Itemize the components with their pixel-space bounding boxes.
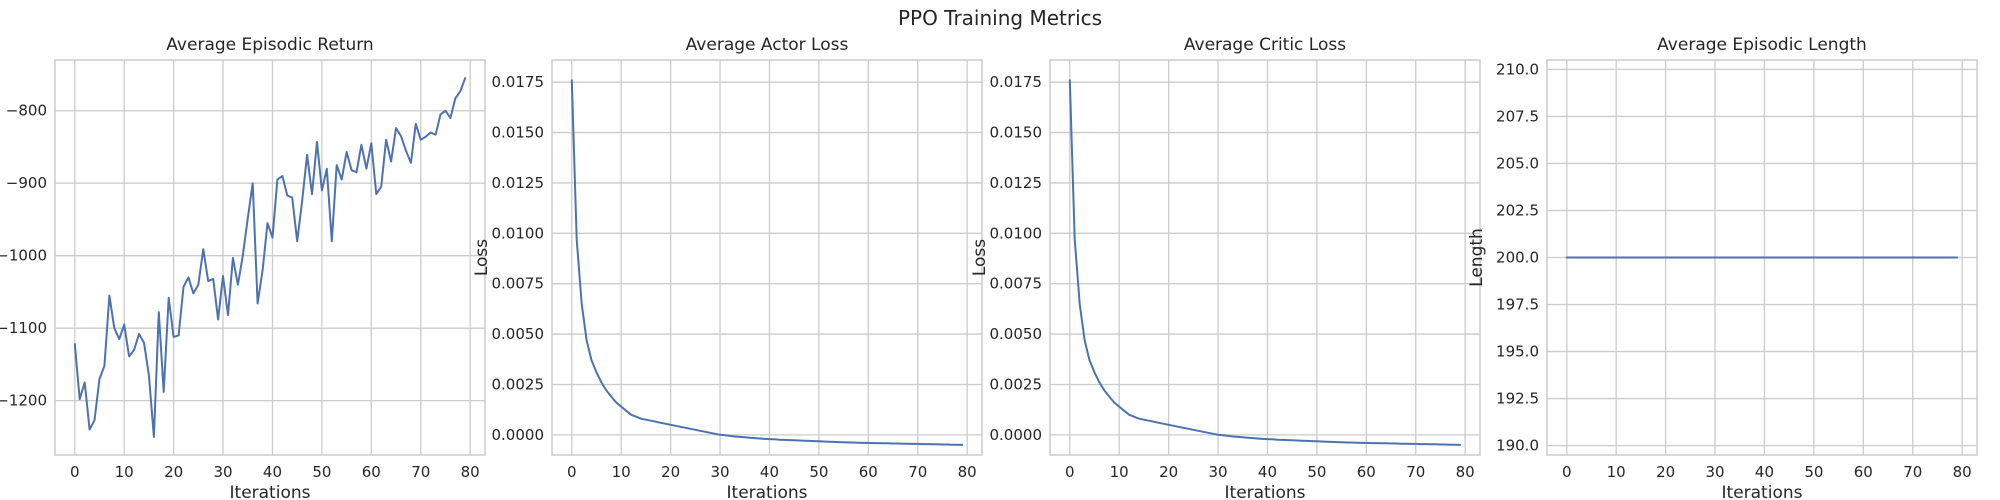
y-tick-label: −900 (6, 174, 47, 192)
y-tick-label: 202.5 (1496, 201, 1539, 219)
series-line (73, 77, 467, 438)
x-tick-label: 50 (1307, 463, 1326, 481)
x-tick-label: 30 (213, 463, 232, 481)
y-tick-label: 0.0000 (492, 426, 545, 444)
y-tick-label: 0.0100 (990, 224, 1043, 242)
x-tick-label: 30 (1208, 463, 1227, 481)
chart-panel-1: 0 10 20 30 40 50 60 70 80 −1200 −1100 −1000 −900 −800… (0, 35, 486, 500)
panel-title: Average Actor Loss (686, 35, 849, 55)
y-tick-label: 0.0175 (492, 73, 545, 91)
chart-panel-3: 0 10 20 30 40 50 60 70 80 0.0000 0.0025 0.0050 0.007… (970, 35, 1481, 500)
y-tick-label: 0.0150 (492, 124, 545, 142)
axes-frame (1546, 59, 1978, 456)
x-tick-label: 0 (567, 463, 577, 481)
x-tick-label: 20 (1159, 463, 1178, 481)
x-tick-label: 50 (1804, 463, 1823, 481)
axes-frame (1049, 59, 1481, 456)
x-tick-label: 70 (908, 463, 927, 481)
y-tick-label: 0.0075 (990, 275, 1043, 293)
x-tick-label: 0 (70, 463, 80, 481)
x-tick-label: 70 (1903, 463, 1922, 481)
x-tick-label: 80 (461, 463, 480, 481)
y-tick-label: 0.0050 (492, 325, 545, 343)
x-axis-label: Iterations (1225, 483, 1306, 500)
x-tick-label: 40 (1258, 463, 1277, 481)
x-tick-label: 10 (115, 463, 134, 481)
y-axis-label: Length (1467, 228, 1487, 287)
y-tick-label: −1200 (0, 392, 47, 410)
x-tick-label: 50 (809, 463, 828, 481)
y-tick-label: 200.0 (1496, 249, 1539, 267)
chart-panel-2: 0 10 20 30 40 50 60 70 80 0.0000 0.0025 0.0050 0.007… (472, 35, 983, 500)
x-tick-label: 70 (411, 463, 430, 481)
panel-title: Average Critic Loss (1184, 35, 1346, 55)
x-tick-label: 20 (661, 463, 680, 481)
x-tick-label: 20 (164, 463, 183, 481)
axes-frame (551, 59, 983, 456)
x-tick-label: 60 (1357, 463, 1376, 481)
x-tick-label: 0 (1065, 463, 1075, 481)
y-tick-label: 190.0 (1496, 437, 1539, 455)
y-tick-label: 0.0125 (492, 174, 545, 192)
y-tick-label: 0.0050 (990, 325, 1043, 343)
series-line (570, 79, 964, 446)
panel-title: Average Episodic Return (166, 35, 373, 55)
y-tick-label: −800 (6, 102, 47, 120)
panel-title: Average Episodic Length (1657, 35, 1867, 55)
y-tick-label: 0.0100 (492, 224, 545, 242)
y-tick-label: 0.0125 (990, 174, 1043, 192)
x-tick-label: 40 (760, 463, 779, 481)
x-tick-label: 0 (1562, 463, 1572, 481)
axes-frame (54, 59, 486, 456)
x-tick-label: 10 (1607, 463, 1626, 481)
y-tick-label: −1100 (0, 319, 47, 337)
chart-panel-4: 0 10 20 30 40 50 60 70 80 190.0 192.5 195.0 197.5 200… (1467, 35, 1978, 500)
x-axis-label: Iterations (727, 483, 808, 500)
y-tick-label: 0.0025 (990, 375, 1043, 393)
y-tick-label: 205.0 (1496, 154, 1539, 172)
y-tick-label: 0.0000 (990, 426, 1043, 444)
x-tick-label: 30 (710, 463, 729, 481)
x-tick-label: 80 (958, 463, 977, 481)
y-axis-label: Loss (472, 239, 492, 276)
y-tick-label: 207.5 (1496, 107, 1539, 125)
x-axis-label: Iterations (230, 483, 311, 500)
x-axis-label: Iterations (1722, 483, 1803, 500)
x-tick-label: 60 (859, 463, 878, 481)
y-tick-label: 0.0150 (990, 124, 1043, 142)
x-tick-label: 40 (1755, 463, 1774, 481)
y-tick-label: 210.0 (1496, 60, 1539, 78)
x-tick-label: 10 (1110, 463, 1129, 481)
figure-title: PPO Training Metrics (898, 6, 1102, 30)
y-tick-label: 192.5 (1496, 390, 1539, 408)
x-tick-label: 30 (1705, 463, 1724, 481)
x-tick-label: 80 (1456, 463, 1475, 481)
y-tick-label: 0.0175 (990, 73, 1043, 91)
y-tick-label: 0.0075 (492, 275, 545, 293)
x-tick-label: 60 (362, 463, 381, 481)
y-tick-label: −1000 (0, 247, 47, 265)
y-tick-label: 0.0025 (492, 375, 545, 393)
y-tick-label: 197.5 (1496, 296, 1539, 314)
series-line (1068, 79, 1462, 446)
x-tick-label: 10 (612, 463, 631, 481)
x-tick-label: 50 (312, 463, 331, 481)
x-tick-label: 60 (1854, 463, 1873, 481)
x-tick-label: 70 (1406, 463, 1425, 481)
y-tick-label: 195.0 (1496, 343, 1539, 361)
x-tick-label: 20 (1656, 463, 1675, 481)
y-axis-label: Loss (970, 239, 990, 276)
x-tick-label: 80 (1953, 463, 1972, 481)
x-tick-label: 40 (263, 463, 282, 481)
